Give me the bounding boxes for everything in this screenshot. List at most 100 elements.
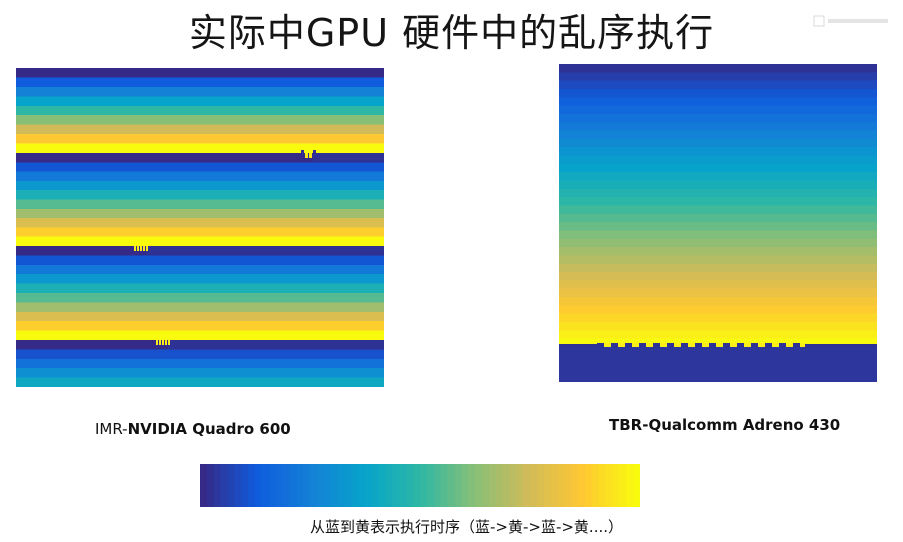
colorbar-step	[261, 464, 270, 507]
tbr-band	[559, 80, 877, 90]
colorbar-step	[392, 464, 400, 507]
tbr-band	[559, 197, 877, 206]
colorbar-step	[619, 464, 627, 507]
colorbar-step	[605, 464, 614, 507]
tbr-band	[559, 280, 877, 290]
tbr-band	[559, 163, 877, 173]
tbr-band	[559, 180, 877, 190]
imr-band	[16, 86, 384, 97]
slide-title: 实际中GPU 硬件中的乱序执行	[188, 11, 715, 55]
colorbar-step	[564, 464, 572, 507]
colorbar-step	[509, 464, 517, 507]
colorbar-step	[213, 464, 222, 507]
watermark-logo	[812, 12, 892, 32]
colorbar-label: 从蓝到黄表示执行时序（蓝->黄->蓝->黄....）	[309, 518, 624, 536]
imr-band	[16, 124, 384, 135]
colorbar-step	[523, 464, 531, 507]
imr-band	[16, 208, 384, 219]
tbr-checker	[695, 343, 702, 347]
tbr-checker	[604, 343, 611, 347]
imr-caption-name: NVIDIA Quadro 600	[127, 420, 291, 438]
colorbar-step	[289, 464, 297, 507]
colorbar-step	[358, 464, 366, 507]
colorbar-step	[530, 464, 538, 507]
imr-band	[16, 134, 384, 145]
tbr-checker	[639, 343, 646, 347]
colorbar-step	[344, 464, 352, 507]
imr-band	[16, 105, 384, 116]
imr-seam-tile	[134, 246, 136, 251]
tbr-heatmap	[559, 64, 877, 382]
colorbar-step	[578, 464, 586, 507]
imr-band	[16, 283, 384, 294]
tbr-checker	[653, 343, 660, 347]
tbr-band	[559, 147, 877, 157]
colorbar-step	[220, 464, 229, 507]
colorbar-step	[310, 464, 318, 507]
colorbar-step	[440, 464, 449, 507]
tbr-checker	[716, 343, 723, 347]
imr-seam-tile	[305, 153, 308, 158]
imr-band	[16, 115, 384, 126]
colorbar-step	[433, 464, 442, 507]
tbr-band	[559, 188, 877, 198]
colorbar-step	[598, 464, 607, 507]
imr-seam-tile	[313, 150, 316, 154]
imr-band	[16, 227, 384, 238]
colorbar-step	[475, 464, 483, 507]
imr-band	[16, 236, 384, 247]
imr-band	[16, 302, 384, 313]
imr-band	[16, 377, 384, 387]
tbr-band	[559, 305, 877, 315]
tbr-band	[559, 247, 877, 256]
colorbar-step	[330, 464, 339, 507]
imr-band	[16, 153, 384, 163]
imr-seam-tile	[143, 246, 145, 251]
imr-band	[16, 255, 384, 266]
tbr-band	[559, 322, 877, 331]
imr-band	[16, 171, 384, 182]
imr-band	[16, 311, 384, 322]
tbr-band	[559, 255, 877, 265]
imr-band	[16, 199, 384, 210]
imr-seam-tile	[137, 246, 139, 251]
imr-band	[16, 77, 384, 88]
tbr-seam	[805, 344, 877, 347]
imr-seam	[313, 153, 384, 162]
tbr-checker	[702, 343, 709, 347]
tbr-checker	[660, 343, 667, 347]
colorbar-step	[461, 464, 469, 507]
colorbar-step	[241, 464, 249, 507]
tbr-band	[559, 122, 877, 132]
colorbar-step	[337, 464, 345, 507]
tbr-band	[559, 172, 877, 182]
tbr-checker	[779, 343, 786, 347]
tbr-band	[559, 213, 877, 223]
colorbar-step	[488, 464, 497, 507]
colorbar-step	[200, 464, 208, 507]
colorbar-step	[454, 464, 462, 507]
colorbar-step	[206, 464, 215, 507]
imr-heatmap	[16, 68, 384, 387]
imr-band	[16, 368, 384, 379]
colorbar-step	[626, 464, 634, 507]
imr-seam-tile	[165, 340, 167, 345]
tbr-checker	[709, 343, 716, 347]
imr-band	[16, 321, 384, 332]
imr-seam-tile	[146, 246, 148, 251]
tbr-checker	[786, 343, 793, 347]
tbr-checker	[744, 343, 751, 347]
imr-seam-tile	[168, 340, 170, 345]
imr-band	[16, 358, 384, 369]
imr-band	[16, 349, 384, 360]
tbr-bottom-strip	[559, 347, 877, 382]
colorbar-step	[550, 464, 559, 507]
imr-band	[16, 218, 384, 228]
imr-band	[16, 68, 384, 78]
tbr-band	[559, 64, 877, 73]
colorbar-step	[413, 464, 421, 507]
tbr-band	[559, 230, 877, 240]
imr-band	[16, 180, 384, 191]
colorbar-step	[385, 464, 394, 507]
colorbar-step	[268, 464, 277, 507]
